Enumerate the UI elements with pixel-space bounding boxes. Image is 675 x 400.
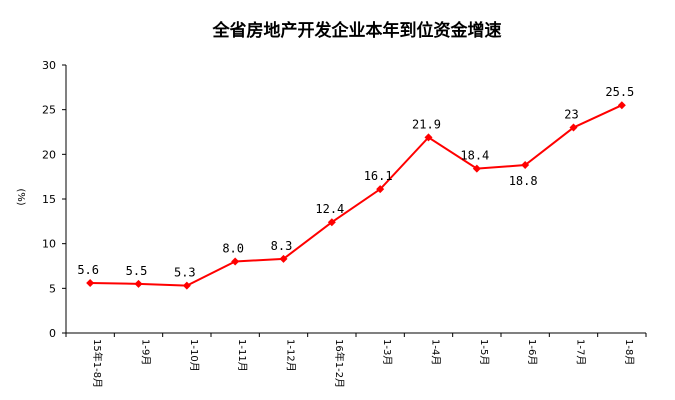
data-label: 8.0 bbox=[222, 242, 244, 256]
y-tick-label: 0 bbox=[49, 327, 56, 340]
data-label: 18.4 bbox=[460, 149, 489, 163]
data-point bbox=[86, 278, 95, 287]
data-point bbox=[376, 185, 385, 194]
data-label: 12.4 bbox=[315, 202, 344, 216]
data-label: 16.1 bbox=[364, 169, 393, 183]
data-point bbox=[472, 164, 481, 173]
x-tick-label: 15年1-8月 bbox=[91, 339, 104, 388]
y-axis-label: (%) bbox=[15, 188, 26, 205]
data-label: 18.8 bbox=[509, 174, 538, 188]
data-label: 21.9 bbox=[412, 117, 441, 131]
chart-title: 全省房地产开发企业本年到位资金增速 bbox=[212, 20, 502, 41]
series-layer: 5.6 5.5 5.3 8.0 8.3 12.4 16.1 21.9 18.4 18.8 23 25.… bbox=[77, 85, 634, 290]
data-point bbox=[279, 254, 288, 263]
y-tick-label: 30 bbox=[42, 59, 56, 72]
axes: 0 5 10 15 20 25 30 15年1-8月 1-9月 1-10月 1-11月 1-12月 16… bbox=[42, 59, 647, 388]
x-tick-label: 1-6月 bbox=[526, 339, 538, 365]
data-label: 25.5 bbox=[605, 85, 634, 99]
y-tick-label: 15 bbox=[42, 193, 56, 206]
x-tick-label: 1-12月 bbox=[285, 339, 297, 372]
data-point bbox=[424, 133, 433, 142]
y-tick-label: 10 bbox=[42, 238, 56, 251]
data-point bbox=[327, 218, 336, 227]
x-tick-label: 1-10月 bbox=[188, 339, 200, 372]
x-tick-label: 16年1-2月 bbox=[333, 339, 346, 388]
y-tick-label: 5 bbox=[49, 282, 56, 295]
data-point bbox=[231, 257, 240, 266]
data-label: 5.6 bbox=[77, 263, 99, 277]
x-tick-label: 1-11月 bbox=[236, 339, 248, 372]
data-point bbox=[617, 101, 626, 110]
x-tick-label: 1-8月 bbox=[623, 339, 635, 365]
data-point bbox=[182, 281, 191, 290]
data-label: 8.3 bbox=[271, 239, 293, 253]
x-tick-label: 1-4月 bbox=[430, 339, 442, 365]
data-label: 5.3 bbox=[174, 266, 196, 280]
y-tick-label: 25 bbox=[42, 104, 56, 117]
x-tick-label: 1-7月 bbox=[575, 339, 587, 365]
data-label: 5.5 bbox=[126, 264, 148, 278]
x-tick-label: 1-9月 bbox=[140, 339, 152, 365]
data-point bbox=[134, 279, 143, 288]
data-point bbox=[521, 161, 530, 170]
series-line bbox=[90, 104, 623, 287]
x-tick-label: 1-5月 bbox=[478, 339, 490, 365]
x-tick-label: 1-3月 bbox=[381, 339, 393, 365]
y-tick-label: 20 bbox=[42, 148, 56, 161]
data-point bbox=[569, 123, 578, 132]
data-label: 23 bbox=[564, 108, 578, 122]
